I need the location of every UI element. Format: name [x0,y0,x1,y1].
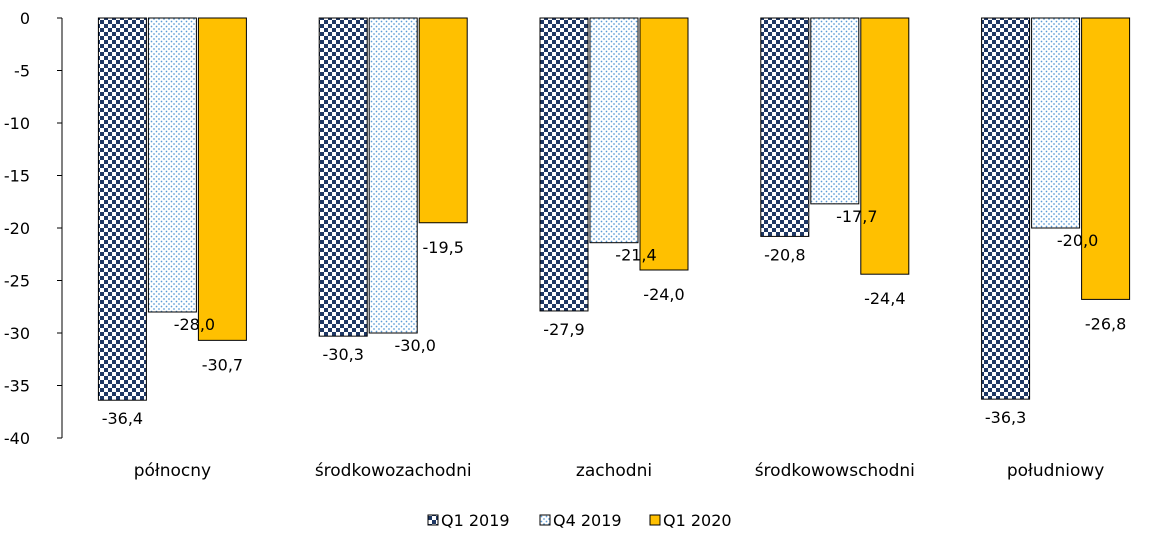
y-tick-label: -5 [14,62,30,81]
bar-q1-2019 [981,17,1031,400]
category-label: środkowozachodni [315,461,472,481]
data-label: -17,7 [836,207,877,226]
y-axis: 0 -5 -10 -15 -20 -25 -30 -35 -40 [4,9,63,448]
category-label: zachodni [576,461,652,481]
data-label: -20,8 [764,245,805,264]
data-label: -24,0 [643,285,684,304]
category-label: środkowowschodni [755,461,915,481]
bar-q1-2020 [860,17,910,275]
y-tick-label: -15 [4,167,30,186]
data-label: -30,7 [202,355,243,374]
legend-swatch [539,514,551,526]
bar-q4-2019 [589,17,639,244]
bar-q1-2019 [539,17,589,312]
bar-q4-2019 [147,17,197,313]
category-label: północny [134,461,211,481]
data-label: -36,4 [102,409,143,428]
data-label: -20,0 [1057,231,1098,250]
legend-label: Q1 2019 [441,511,510,530]
legend: Q1 2019 Q4 2019 Q1 2020 [427,511,732,530]
y-tick-label: -40 [4,429,30,448]
data-label: -27,9 [543,320,584,339]
data-label: -24,4 [864,289,905,308]
data-label: -28,0 [174,315,215,334]
bar-q1-2020 [639,17,689,271]
legend-label: Q1 2020 [663,511,732,530]
y-tick-label: -10 [4,114,30,133]
data-label: -36,3 [985,408,1026,427]
bar-q4-2019 [368,17,418,334]
bar-q1-2019 [760,17,810,237]
data-label: -30,3 [322,345,363,364]
bar-q1-2019 [318,17,368,337]
y-tick-label: -35 [4,377,30,396]
legend-item: Q1 2019 [427,511,510,530]
legend-item: Q4 2019 [539,511,622,530]
legend-swatch [649,514,661,526]
y-tick-label: -30 [4,324,30,343]
data-label: -19,5 [422,238,463,257]
y-tick-label: -20 [4,219,30,238]
legend-item: Q1 2020 [649,511,732,530]
bar-q4-2019 [1031,17,1081,229]
category-label: południowy [1007,461,1104,481]
bar-q4-2019 [810,17,860,205]
y-tick-label: -25 [4,272,30,291]
bar-q1-2019 [97,17,147,401]
bar-q1-2020 [197,17,247,341]
y-tick-label: 0 [20,9,30,28]
data-label: -30,0 [394,336,435,355]
legend-label: Q4 2019 [553,511,622,530]
x-axis: północny środkowozachodni zachodni środkowo… [134,461,1105,481]
bar-q1-2020 [1081,17,1131,300]
bars [97,17,1131,401]
data-labels: -36,4 -28,0 -30,7 -30,3 -30,0 -19,5 -27,9 -21,4… [102,207,1127,428]
data-label: -21,4 [615,246,656,265]
data-label: -26,8 [1085,314,1126,333]
legend-swatch [427,514,439,526]
bar-q1-2020 [418,17,468,224]
